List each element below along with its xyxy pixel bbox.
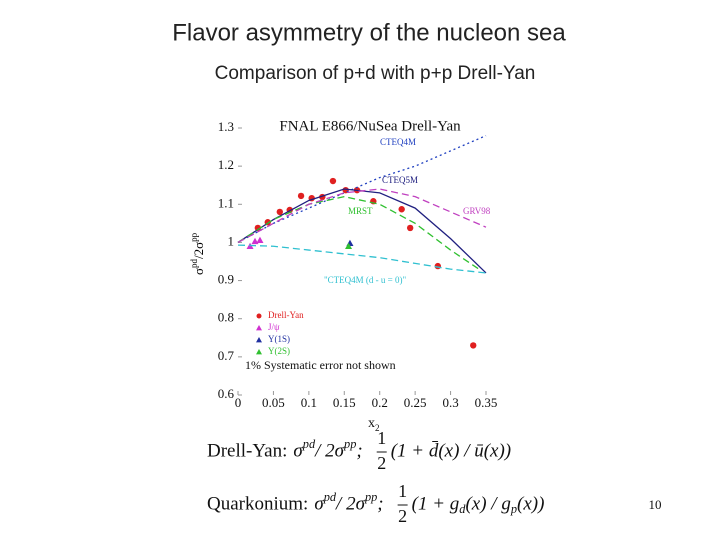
formula-denominator: 2 [398, 506, 407, 526]
slide-subtitle: Comparison of p+d with p+p Drell-Yan [215, 63, 536, 84]
formula-ratio: σ [314, 493, 324, 514]
y-tick-label: 1.3 [218, 119, 234, 134]
x-tick-label: 0.35 [475, 395, 498, 410]
formula-denominator: 2 [377, 453, 386, 473]
y-axis-label-part: pp [189, 232, 199, 242]
formula-ratio: pd [302, 437, 316, 451]
y-tick-label: 1 [228, 233, 235, 248]
formula-ratio: / 2σ [335, 493, 366, 514]
legend-label: Drell-Yan [268, 310, 304, 320]
legend-marker [256, 313, 262, 319]
legend-label: J/ψ [268, 322, 280, 332]
curve-label: CTEQ5M [382, 175, 418, 185]
formula-numerator: 1 [398, 481, 407, 501]
curve [237, 188, 487, 244]
chart-title: FNAL E866/NuSea Drell-Yan [279, 118, 461, 134]
y-axis-label-part: pd [189, 258, 199, 268]
curve-label: "CTEQ4M (d - u = 0)" [324, 275, 406, 285]
data-point [470, 342, 477, 349]
formula-expression: p [510, 502, 517, 516]
y-tick-label: 0.9 [218, 272, 234, 287]
y-axis-label-part: /2σ [191, 242, 206, 259]
x-axis-label: 2 [375, 423, 380, 433]
data-point [329, 177, 337, 185]
data-point [398, 206, 405, 213]
legend-marker [256, 349, 262, 355]
page-number: 10 [649, 497, 662, 512]
formula-expression: (1 + g [412, 493, 460, 514]
curve-label: GRV98 [463, 206, 491, 216]
data-point [251, 237, 259, 245]
curve [237, 244, 487, 274]
y-tick-label: 0.8 [218, 310, 234, 325]
formula-expression: (1 + d̄(x) / ū(x)) [391, 440, 511, 461]
x-tick-label: 0.2 [372, 395, 388, 410]
x-axis-label: x [368, 416, 375, 431]
formula-numerator: 1 [377, 428, 386, 448]
y-tick-label: 0.6 [218, 386, 235, 401]
curve [237, 195, 480, 270]
x-tick-label: 0 [235, 395, 242, 410]
curve-label: MRST [348, 206, 373, 216]
formula-expression: d [459, 502, 466, 516]
x-tick-label: 0.3 [442, 395, 458, 410]
data-point [345, 242, 353, 250]
formula-ratio: ; [356, 440, 362, 461]
formula-ratio: σ [293, 440, 303, 461]
formula-ratio: / 2σ [314, 440, 345, 461]
y-tick-label: 1.2 [218, 157, 234, 172]
data-point [297, 192, 305, 200]
curve [237, 135, 487, 244]
y-tick-label: 1.1 [218, 195, 234, 210]
legend-label: Υ(1S) [268, 334, 290, 344]
formula-label: Quarkonium: [207, 493, 308, 514]
formula-ratio: pp [364, 490, 377, 504]
y-axis-label-part: σ [191, 268, 206, 275]
legend-marker [256, 325, 262, 331]
formula-ratio: pd [323, 490, 337, 504]
slide-title: Flavor asymmetry of the nucleon sea [172, 19, 566, 46]
x-tick-label: 0.05 [262, 395, 285, 410]
curve [237, 188, 487, 274]
formula-ratio: pp [343, 437, 356, 451]
y-tick-label: 0.7 [218, 348, 235, 363]
x-tick-label: 0.15 [333, 395, 356, 410]
legend-label: Υ(2S) [268, 346, 290, 356]
data-point [276, 208, 284, 216]
data-point [254, 224, 262, 232]
formula-expression: (x)) [517, 493, 544, 514]
curve-label: CTEQ4M [380, 137, 416, 147]
x-tick-label: 0.25 [404, 395, 427, 410]
formula-ratio: ; [377, 493, 383, 514]
formula-expression: (x) / g [465, 493, 510, 514]
data-point [406, 224, 414, 232]
data-point [256, 236, 264, 243]
formula-label: Drell-Yan: [207, 440, 287, 461]
annotation: 1% Systematic error not shown [245, 358, 396, 372]
x-tick-label: 0.1 [301, 395, 317, 410]
legend-marker [256, 337, 262, 343]
